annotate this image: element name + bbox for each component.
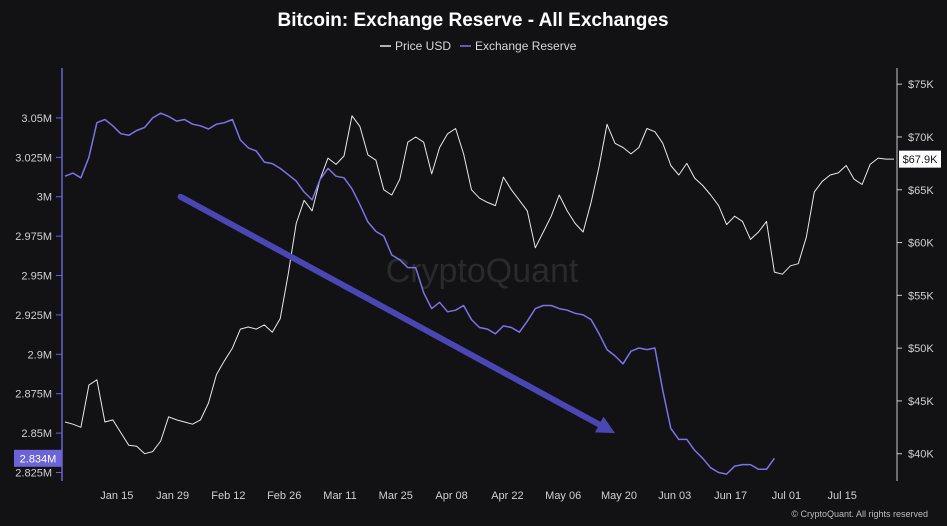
left-tick-label: 2.825M [15, 467, 52, 479]
right-tick-label: $40K [908, 449, 934, 461]
x-tick-label: Feb 12 [211, 490, 245, 502]
left-axis-ticks: 2.825M 2.85M 2.875M 2.9M 2.925M 2.95M 2.975M 3M… [15, 113, 62, 479]
left-tick-label: 2.85M [21, 428, 52, 440]
x-tick-label: Jan 29 [156, 490, 189, 502]
x-tick-label: May 06 [545, 490, 581, 502]
left-tick-label: 3.05M [21, 113, 52, 125]
x-tick-label: Mar 25 [379, 490, 413, 502]
watermark: CryptoQuant [386, 252, 579, 290]
current-reserve-label: 2.834M [20, 453, 57, 465]
x-tick-label: Apr 08 [435, 490, 467, 502]
x-axis-ticks: Jan 15 Jan 29 Feb 12 Feb 26 Mar 11 Mar 25 Apr … [100, 490, 857, 502]
current-reserve-badge: 2.834M [14, 449, 62, 467]
x-tick-label: Jun 17 [714, 490, 747, 502]
legend-label-reserve: Exchange Reserve [475, 39, 577, 53]
legend-label-price: Price USD [395, 39, 451, 53]
left-tick-label: 2.975M [15, 231, 52, 243]
current-price-label: $67.9K [903, 154, 939, 166]
right-tick-label: $55K [908, 290, 934, 302]
right-tick-label: $60K [908, 238, 934, 250]
x-tick-label: May 20 [601, 490, 637, 502]
right-tick-label: $50K [908, 343, 934, 355]
left-tick-label: 2.9M [28, 349, 52, 361]
right-tick-label: $45K [908, 396, 934, 408]
x-tick-label: Apr 22 [491, 490, 523, 502]
left-tick-label: 3.025M [15, 152, 52, 164]
x-tick-label: Feb 26 [267, 490, 301, 502]
right-tick-label: $65K [908, 185, 934, 197]
x-tick-label: Jul 15 [828, 490, 857, 502]
right-tick-label: $70K [908, 132, 934, 144]
x-tick-label: Jun 03 [658, 490, 691, 502]
x-tick-label: Jul 01 [772, 490, 801, 502]
right-tick-label: $75K [908, 79, 934, 91]
current-price-badge: $67.9K [899, 150, 941, 168]
exchange-reserve-line [64, 112, 776, 475]
left-tick-label: 2.875M [15, 389, 52, 401]
x-tick-label: Jan 15 [100, 490, 133, 502]
chart-title: Bitcoin: Exchange Reserve - All Exchange… [277, 10, 668, 31]
footer-copyright: © CryptoQuant. All rights reserved [791, 509, 928, 519]
price-usd-line [64, 115, 894, 455]
right-axis-ticks: $40K $45K $50K $55K $60K $65K $70K $75K [897, 79, 934, 461]
left-tick-label: 2.925M [15, 310, 52, 322]
legend[interactable]: Price USD Exchange Reserve [380, 39, 577, 53]
left-tick-label: 3M [37, 192, 52, 204]
trend-arrow [177, 193, 615, 434]
x-tick-label: Mar 11 [323, 490, 356, 502]
trend-arrow-head [594, 416, 615, 434]
trend-arrow-shaft [177, 193, 603, 428]
left-tick-label: 2.95M [21, 271, 52, 283]
